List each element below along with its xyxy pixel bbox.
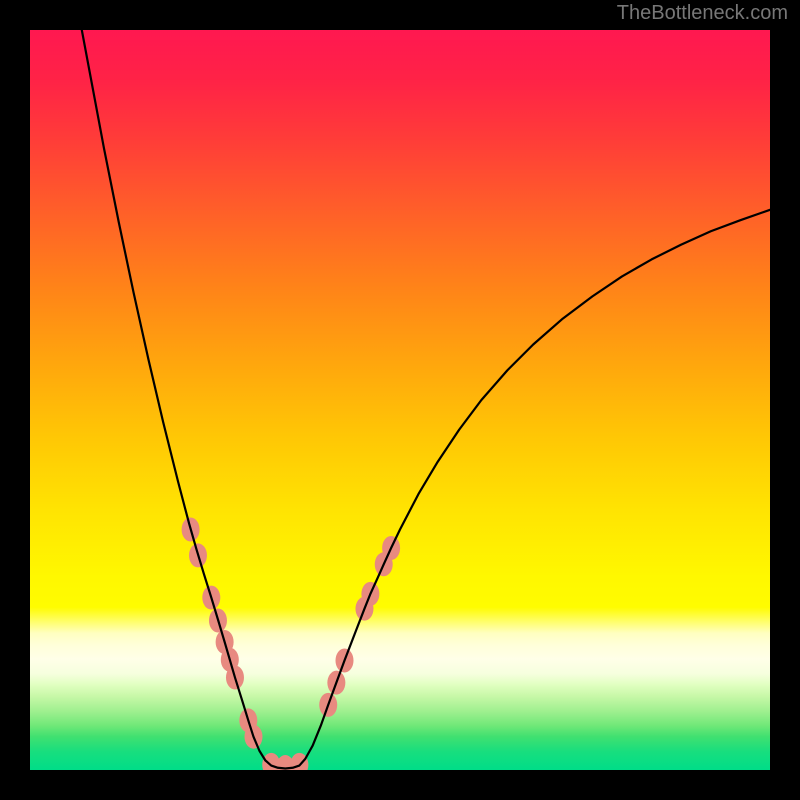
markers-group: [182, 518, 401, 771]
curve-layer: [30, 30, 770, 770]
v-curve: [82, 30, 770, 769]
watermark-text: TheBottleneck.com: [617, 2, 788, 25]
chart-container: TheBottleneck.com: [0, 0, 800, 800]
plot-area: [30, 30, 770, 770]
